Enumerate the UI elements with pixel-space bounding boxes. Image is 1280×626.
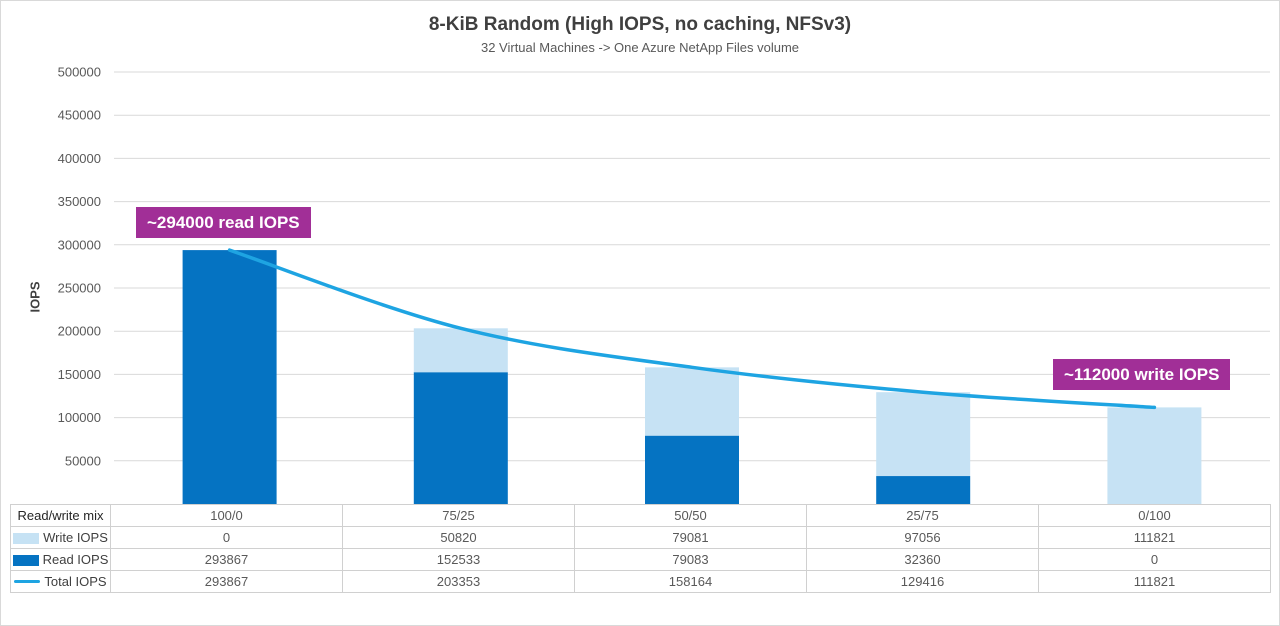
total-value-cell: 203353 — [342, 570, 575, 593]
bar-read-100/0 — [182, 250, 277, 504]
legend-write-label: Write IOPS — [43, 530, 108, 545]
table-row-header: Read/write mix — [10, 504, 111, 527]
write-iops-swatch — [13, 533, 40, 545]
category-cell: 25/75 — [806, 504, 1039, 527]
y-tick-label: 400000 — [58, 151, 101, 166]
y-tick-label: 350000 — [58, 194, 101, 209]
table-row-total-iops: Total IOPS 293867 203353 158164 129416 1… — [10, 570, 1271, 593]
read-value-cell: 152533 — [342, 548, 575, 571]
bar-read-25/75 — [876, 476, 971, 504]
y-tick-label: 200000 — [58, 324, 101, 339]
read-iops-swatch — [12, 555, 39, 567]
bar-write-25/75 — [876, 392, 971, 477]
y-tick-label: 250000 — [58, 281, 101, 296]
total-value-cell: 111821 — [1038, 570, 1271, 593]
category-cell: 75/25 — [342, 504, 575, 527]
table-row-write-iops: Write IOPS 0 50820 79081 97056 111821 — [10, 526, 1271, 549]
legend-read-iops: Read IOPS — [10, 548, 111, 571]
read-value-cell: 79083 — [574, 548, 807, 571]
legend-read-label: Read IOPS — [42, 552, 109, 567]
table-row-categories: Read/write mix 100/0 75/25 50/50 25/75 0… — [10, 504, 1271, 527]
category-cell: 100/0 — [110, 504, 343, 527]
bar-read-50/50 — [645, 435, 739, 504]
write-value-cell: 79081 — [574, 526, 807, 549]
y-tick-label: 500000 — [58, 65, 101, 80]
chart-title: 8-KiB Random (High IOPS, no caching, NFS… — [428, 14, 852, 35]
legend-total-iops: Total IOPS — [10, 570, 111, 593]
annotation-read-iops: ~294000 read IOPS — [136, 207, 311, 238]
read-value-cell: 293867 — [110, 548, 343, 571]
y-tick-label: 450000 — [58, 108, 101, 123]
y-tick-label: 300000 — [58, 237, 101, 252]
read-value-cell: 32360 — [806, 548, 1039, 571]
write-value-cell: 50820 — [342, 526, 575, 549]
total-value-cell: 129416 — [806, 570, 1039, 593]
bar-write-0/100 — [1107, 407, 1202, 504]
y-tick-label: 100000 — [58, 410, 101, 425]
y-tick-label: 150000 — [58, 367, 101, 382]
legend-total-label: Total IOPS — [44, 574, 107, 589]
annotation-write-iops: ~112000 write IOPS — [1053, 359, 1231, 390]
write-value-cell: 97056 — [806, 526, 1039, 549]
total-value-cell: 158164 — [574, 570, 807, 593]
chart-subtitle: 32 Virtual Machines -> One Azure NetApp … — [480, 40, 800, 55]
total-iops-line — [227, 248, 1157, 410]
write-value-cell: 0 — [110, 526, 343, 549]
bar-write-50/50 — [645, 367, 739, 436]
read-value-cell: 0 — [1038, 548, 1271, 571]
y-tick-label: 50000 — [65, 453, 101, 468]
legend-write-iops: Write IOPS — [10, 526, 111, 549]
data-table: Read/write mix 100/0 75/25 50/50 25/75 0… — [10, 504, 1271, 593]
write-value-cell: 111821 — [1038, 526, 1271, 549]
category-cell: 50/50 — [574, 504, 807, 527]
category-cell: 0/100 — [1038, 504, 1271, 527]
total-value-cell: 293867 — [110, 570, 343, 593]
bar-read-75/25 — [413, 372, 508, 504]
plot-area: 50000 100000 150000 200000 250000 300000 35000… — [58, 65, 1270, 504]
total-iops-swatch — [14, 580, 41, 584]
table-row-read-iops: Read IOPS 293867 152533 79083 32360 0 — [10, 548, 1271, 571]
